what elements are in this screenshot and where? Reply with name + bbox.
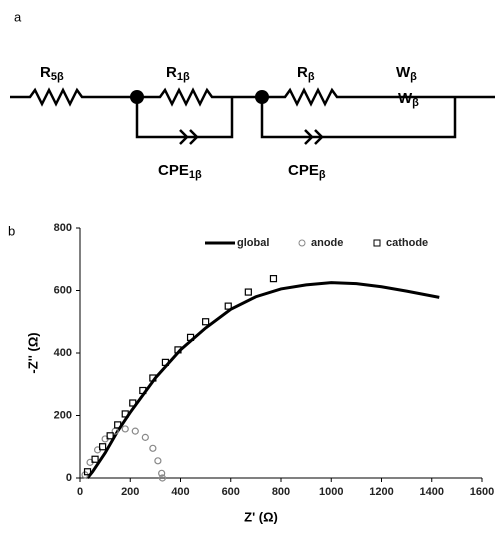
x-tick-label: 1600 (470, 486, 494, 498)
resistor (137, 87, 262, 107)
x-tick-label: 0 (77, 486, 83, 498)
data-point (158, 469, 166, 477)
circuit-label: Rβ (297, 64, 315, 83)
data-point (131, 427, 139, 435)
data-point (121, 425, 129, 433)
parallel-branch (260, 97, 457, 139)
data-point (269, 275, 278, 283)
data-point (154, 457, 162, 465)
legend-symbol (373, 239, 381, 247)
y-tick-label: 400 (54, 347, 72, 359)
legend-label: cathode (386, 237, 428, 249)
data-point (91, 455, 99, 463)
warburg-element: Wβ (398, 90, 419, 109)
y-axis-title: -Z'' (Ω) (25, 332, 40, 373)
data-point (99, 443, 107, 451)
resistor (262, 87, 495, 107)
data-line (86, 281, 440, 479)
y-tick-label: 0 (66, 472, 72, 484)
legend-symbol (298, 239, 306, 247)
data-point (149, 444, 157, 452)
x-axis-title: Z' (Ω) (244, 509, 278, 524)
data-point (83, 468, 92, 476)
y-tick-label: 200 (54, 409, 72, 421)
data-point (139, 386, 147, 395)
panel-label: b (8, 223, 15, 238)
cpe-symbol (179, 129, 199, 145)
x-tick-label: 1200 (369, 486, 393, 498)
circuit-label: CPEβ (288, 162, 326, 181)
data-point (106, 432, 114, 440)
data-point (174, 346, 182, 354)
x-tick-label: 600 (222, 486, 240, 498)
data-point (149, 374, 157, 382)
resistor (10, 87, 137, 107)
legend-label: global (237, 237, 269, 249)
data-point (186, 333, 195, 341)
node (255, 90, 269, 104)
circuit (10, 87, 495, 145)
data-point (202, 318, 210, 326)
circuit-label: R5β (40, 64, 64, 83)
data-point (129, 399, 137, 407)
data-point (114, 421, 122, 429)
y-tick-label: 800 (54, 222, 72, 234)
data-point (244, 288, 252, 296)
data-point (141, 433, 149, 441)
data-point (224, 302, 232, 310)
circuit-label: CPE1β (158, 162, 202, 181)
x-tick-label: 400 (171, 486, 189, 498)
data-point (121, 410, 129, 418)
y-tick-label: 600 (54, 284, 72, 296)
circuit-label: Wβ (396, 64, 417, 83)
data-point (158, 474, 167, 482)
node (130, 90, 144, 104)
x-tick-label: 1000 (319, 486, 343, 498)
circuit-label: R1β (166, 64, 190, 83)
panel-label: a (14, 9, 22, 24)
x-tick-label: 1400 (420, 486, 444, 498)
data-point (161, 358, 170, 366)
cpe-symbol (304, 129, 324, 145)
legend-label: anode (311, 237, 343, 249)
parallel-branch (135, 97, 234, 139)
x-tick-label: 800 (272, 486, 290, 498)
x-tick-label: 200 (121, 486, 139, 498)
